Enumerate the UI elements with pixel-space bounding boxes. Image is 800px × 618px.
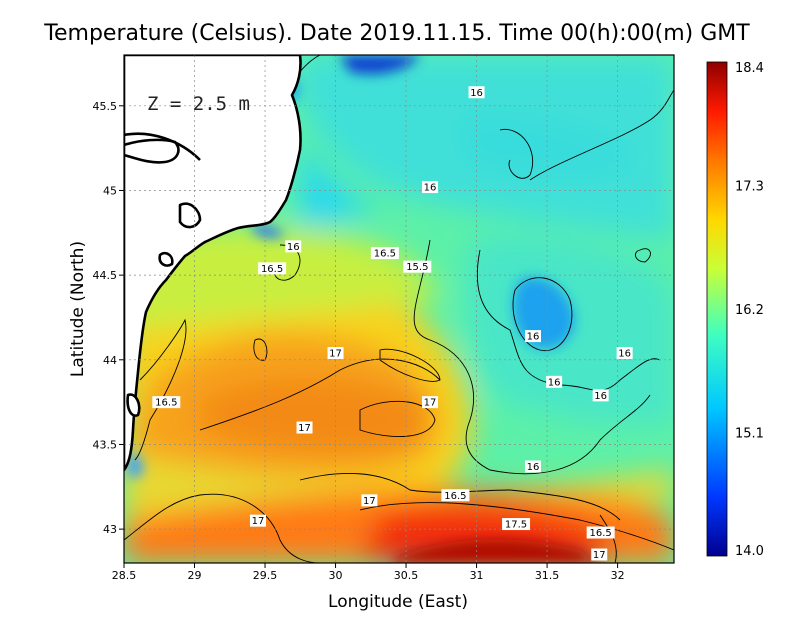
x-tick-label: 28.5 bbox=[112, 569, 137, 582]
contour-label-bg bbox=[591, 548, 608, 561]
colorbar-tick-label: 16.2 bbox=[735, 303, 764, 318]
y-axis-title: Latitude (North) bbox=[68, 241, 88, 377]
x-tick-label: 32 bbox=[611, 569, 625, 582]
contour-label: 16.5 bbox=[155, 398, 177, 409]
contour-labels: 16 16 16 16.5 16.5 15.5 16 17 16 16 16 16.5 17 17 16 16… bbox=[152, 86, 633, 561]
contour-label: 16 bbox=[527, 332, 540, 343]
colorbar-tick-label: 15.1 bbox=[735, 427, 764, 442]
x-axis-title: Longitude (East) bbox=[328, 592, 468, 612]
y-tick-label: 43.5 bbox=[93, 438, 118, 451]
contour-label-bg bbox=[152, 396, 181, 409]
contour-label: 16 bbox=[618, 349, 631, 360]
contour-label: 17 bbox=[298, 423, 311, 434]
contour-label-bg bbox=[546, 375, 563, 388]
x-axis-ticks: 28.5 29 29.5 30 30.5 31 31.5 32 bbox=[112, 563, 625, 582]
contour-label: 16 bbox=[424, 183, 437, 194]
colorbar-ticks: 18.4 17.3 16.2 15.1 14.0 bbox=[735, 61, 764, 559]
contour-label-bg bbox=[502, 518, 531, 531]
contour-label-bg bbox=[296, 421, 313, 434]
contour-label-bg bbox=[361, 494, 378, 507]
contour-label: 16 bbox=[470, 88, 483, 99]
contour-label-bg bbox=[422, 396, 439, 409]
contour-label: 17 bbox=[329, 349, 342, 360]
x-tick-label: 30 bbox=[329, 569, 343, 582]
map-grid bbox=[124, 55, 674, 563]
y-tick-label: 45.5 bbox=[93, 100, 118, 113]
plot-frame bbox=[123, 54, 675, 564]
temperature-field bbox=[124, 55, 674, 563]
contour-label-bg bbox=[586, 526, 615, 539]
contour-label: 16.5 bbox=[444, 491, 466, 502]
y-tick-label: 45 bbox=[103, 184, 117, 197]
contour-label-bg bbox=[258, 262, 287, 275]
contour-label: 16.5 bbox=[590, 528, 612, 539]
y-tick-label: 43 bbox=[103, 523, 117, 536]
contour-label: 16 bbox=[594, 391, 607, 402]
contour-label-bg bbox=[592, 389, 609, 402]
contour-label: 16 bbox=[287, 242, 300, 253]
colorbar-tick-label: 18.4 bbox=[735, 61, 764, 76]
contour-label: 17 bbox=[363, 496, 376, 507]
contour-label: 17 bbox=[424, 398, 437, 409]
x-tick-label: 29.5 bbox=[253, 569, 278, 582]
contour-label: 16.5 bbox=[374, 249, 396, 260]
contour-label: 17.5 bbox=[505, 520, 527, 531]
colorbar-tick-label: 17.3 bbox=[735, 180, 764, 195]
contour-label-bg bbox=[327, 347, 344, 360]
contour-label-bg bbox=[249, 514, 266, 527]
y-tick-label: 44 bbox=[103, 354, 117, 367]
x-tick-label: 31 bbox=[470, 569, 484, 582]
y-axis-ticks: 43 43.5 44 44.5 45 45.5 bbox=[93, 100, 124, 536]
coastline-land bbox=[124, 55, 302, 472]
contour-label-bg bbox=[616, 347, 633, 360]
map-title: Temperature (Celsius). Date 2019.11.15. … bbox=[43, 21, 750, 46]
contour-label: 15.5 bbox=[406, 262, 428, 273]
contour-label-bg bbox=[403, 260, 432, 273]
depth-label: Z = 2.5 m bbox=[147, 93, 250, 115]
contour-label: 17 bbox=[252, 516, 265, 527]
colorbar-tick-label: 14.0 bbox=[735, 544, 764, 559]
x-tick-label: 31.5 bbox=[535, 569, 560, 582]
contour-label: 16 bbox=[548, 377, 561, 388]
contour-label: 16.5 bbox=[261, 264, 283, 275]
contour-label-bg bbox=[422, 181, 439, 194]
contour-label-bg bbox=[370, 247, 399, 260]
contour-label: 17 bbox=[593, 550, 606, 561]
colorbar bbox=[706, 61, 728, 557]
x-tick-label: 30.5 bbox=[394, 569, 419, 582]
contour-label: 16 bbox=[527, 462, 540, 473]
y-tick-label: 44.5 bbox=[93, 269, 118, 282]
contour-label-bg bbox=[524, 460, 541, 473]
contour-label-bg bbox=[285, 240, 302, 253]
contour-label-bg bbox=[441, 489, 470, 502]
x-tick-label: 29 bbox=[188, 569, 202, 582]
contour-label-bg bbox=[468, 86, 485, 99]
contour-label-bg bbox=[524, 330, 541, 343]
